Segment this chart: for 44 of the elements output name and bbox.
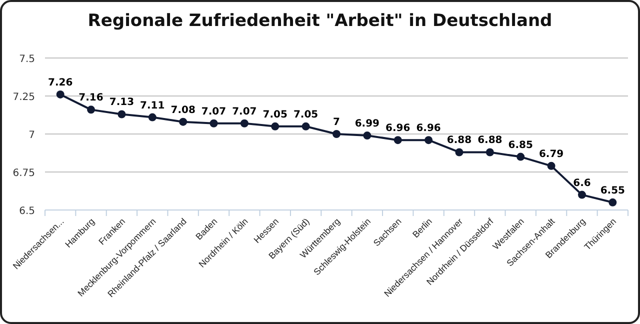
point	[424, 136, 433, 144]
data-label: 6.96	[416, 123, 441, 134]
data-label: 7.07	[232, 106, 257, 118]
point	[56, 90, 64, 98]
data-label: 7.26	[48, 77, 73, 88]
data-label: 7.05	[293, 109, 318, 120]
point	[547, 162, 556, 170]
point	[179, 118, 188, 126]
point	[608, 198, 617, 206]
data-label: 6.55	[600, 185, 626, 196]
y-tick-label: 6.75	[12, 168, 35, 179]
point	[302, 122, 310, 130]
point	[455, 148, 464, 156]
y-tick-label: 6.5	[19, 206, 35, 217]
data-label: 6.96	[386, 123, 410, 134]
point	[516, 152, 525, 161]
y-tick-label: 7.5	[19, 54, 35, 65]
y-tick-label: 7.25	[12, 92, 35, 103]
point	[486, 148, 494, 156]
data-label: 7.07	[201, 106, 226, 118]
data-label: 7.11	[140, 100, 165, 112]
data-label: 6.99	[354, 118, 380, 130]
y-tick-label: 7	[28, 130, 35, 141]
point	[118, 110, 126, 118]
data-label: 6.79	[538, 148, 564, 160]
point	[578, 190, 586, 199]
data-label: 7	[333, 117, 340, 128]
data-label: 6.85	[508, 140, 533, 151]
point	[271, 122, 280, 130]
point	[87, 106, 96, 114]
point	[148, 113, 156, 122]
point	[240, 119, 248, 128]
chart-title: Regionale Zufriedenheit "Arbeit" in Deutschland	[88, 11, 552, 31]
point	[394, 136, 402, 144]
point	[363, 132, 372, 140]
data-label: 7.08	[170, 104, 196, 116]
data-label: 6.88	[446, 135, 472, 146]
point	[332, 130, 340, 138]
data-label: 7.05	[262, 109, 288, 120]
point	[210, 119, 218, 128]
data-label: 6.6	[573, 178, 591, 189]
data-label: 7.16	[78, 92, 104, 104]
data-label: 7.13	[109, 97, 134, 108]
data-label: 6.88	[478, 135, 502, 146]
